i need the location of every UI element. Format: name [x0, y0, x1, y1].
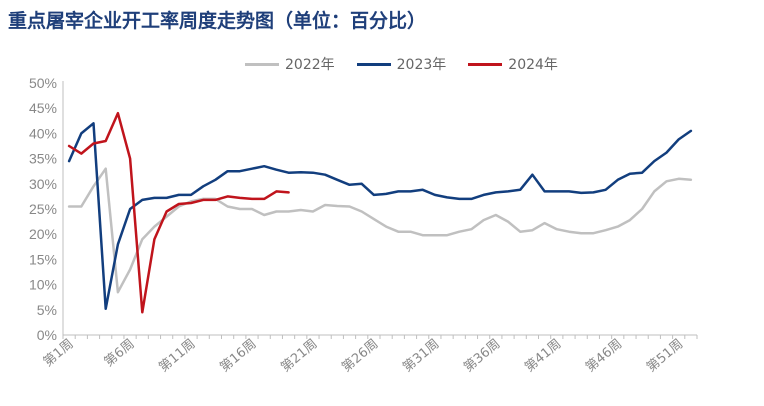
- y-tick-label: 45%: [29, 100, 57, 116]
- x-tick-label: 第41周: [522, 337, 564, 376]
- legend-label-2024: 2024年: [508, 57, 558, 73]
- x-tick-label: 第46周: [583, 337, 625, 376]
- y-tick-label: 50%: [29, 75, 57, 91]
- legend: 2022年 2023年 2024年: [245, 54, 558, 74]
- legend-swatch-2024: [468, 62, 503, 66]
- y-tick-label: 10%: [29, 277, 57, 293]
- x-tick-label: 第16周: [217, 337, 259, 376]
- y-tick-label: 15%: [29, 251, 57, 267]
- legend-item-2022: 2022年: [245, 54, 335, 74]
- legend-item-2024: 2024年: [468, 54, 558, 74]
- x-tick-label: 第31周: [400, 337, 442, 376]
- series-line-3: [67, 111, 290, 314]
- y-tick-label: 5%: [37, 302, 57, 318]
- legend-label-2022: 2022年: [285, 57, 335, 73]
- series-line-1: [67, 167, 693, 294]
- y-tick-label: 25%: [29, 201, 57, 217]
- y-tick-label: 35%: [29, 151, 57, 167]
- legend-swatch-2023: [356, 62, 391, 66]
- x-tick-label: 第11周: [156, 337, 198, 376]
- y-tick-label: 0%: [37, 327, 57, 343]
- legend-label-2023: 2023年: [396, 57, 447, 73]
- x-tick-label: 第21周: [278, 337, 320, 376]
- series-line-2: [67, 122, 693, 311]
- legend-item-2023: 2023年: [356, 54, 447, 74]
- legend-swatch-2022: [245, 62, 279, 66]
- y-tick-label: 20%: [29, 226, 57, 242]
- chart-title: 重点屠宰企业开工率周度走势图（单位：百分比）: [8, 10, 427, 32]
- x-tick-label: 第26周: [339, 337, 381, 376]
- x-tick-label: 第36周: [461, 337, 503, 376]
- y-tick-label: 30%: [29, 176, 57, 192]
- x-tick-label: 第6周: [102, 337, 138, 371]
- y-tick-label: 40%: [29, 125, 57, 141]
- x-tick-label: 第51周: [644, 337, 686, 376]
